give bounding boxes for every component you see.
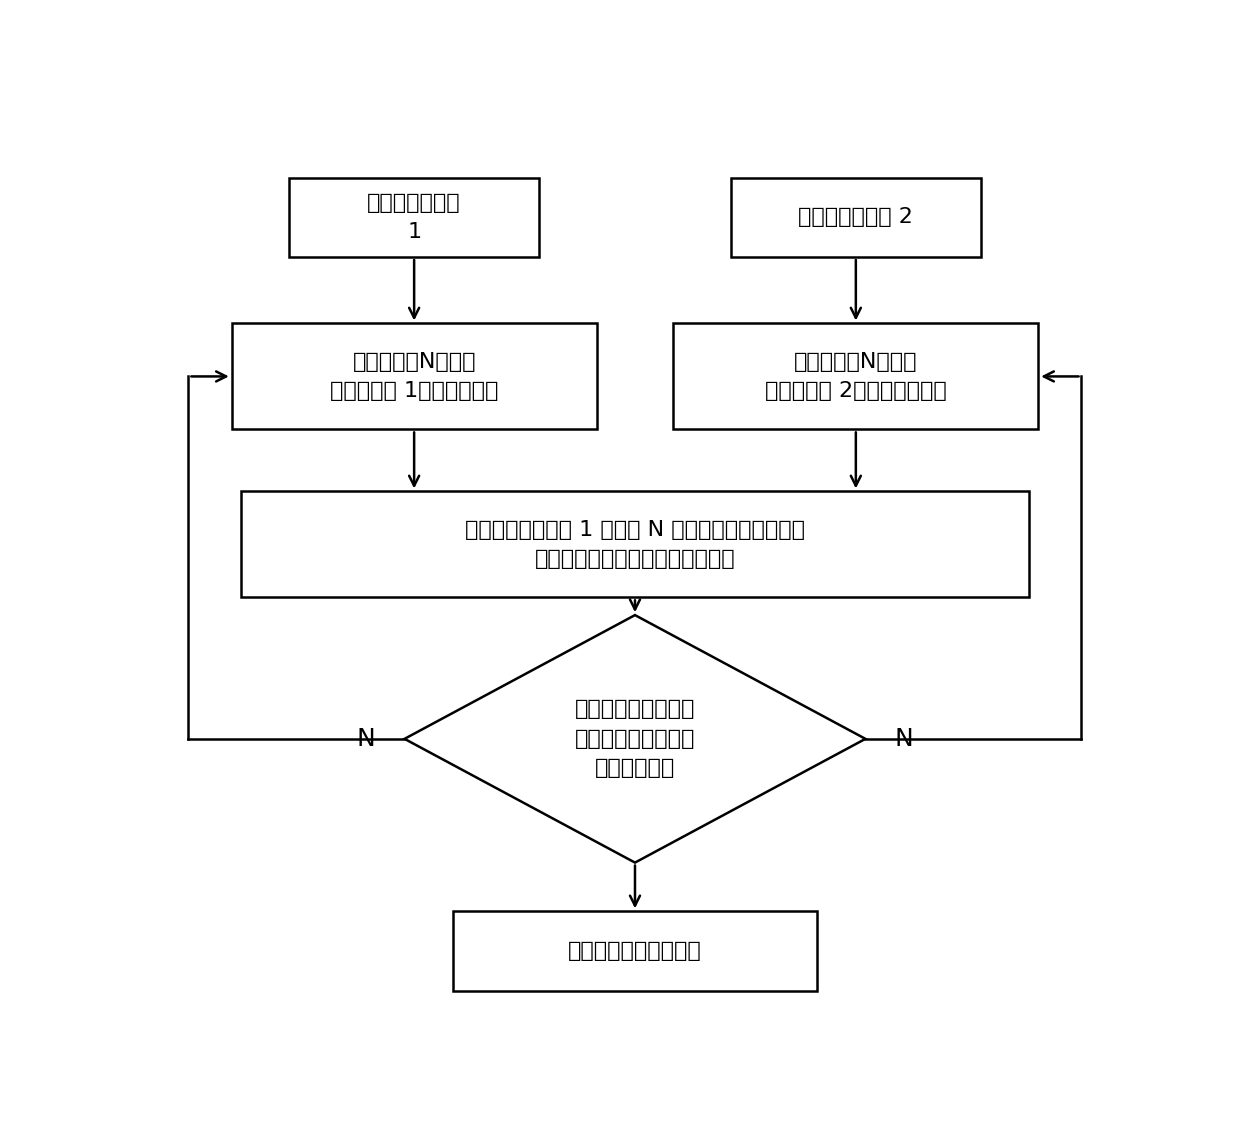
FancyBboxPatch shape — [232, 324, 597, 429]
Text: 判断相似程度是否在
可接受范围且能反映
实际测量结果: 判断相似程度是否在 可接受范围且能反映 实际测量结果 — [575, 699, 695, 778]
FancyBboxPatch shape — [242, 491, 1028, 597]
Text: 小波分解（N层），
软阈值处理 2，逐层小波重构: 小波分解（N层）， 软阈值处理 2，逐层小波重构 — [764, 351, 947, 402]
Text: 含噪加速度信号 2: 含噪加速度信号 2 — [798, 208, 913, 227]
Text: 利用互相关法从第 1 层到第 N 层逐层比较两路小波重
构信号，验证二者之间的相似程度: 利用互相关法从第 1 层到第 N 层逐层比较两路小波重 构信号，验证二者之间的相… — [465, 520, 805, 569]
FancyBboxPatch shape — [674, 324, 1038, 429]
Text: 含噪加速度信号
1: 含噪加速度信号 1 — [367, 193, 461, 242]
FancyBboxPatch shape — [731, 178, 981, 257]
Text: N: N — [357, 727, 375, 751]
FancyBboxPatch shape — [452, 912, 818, 991]
Text: 小波分解（N层），
软阈值处理 1，逐层小波重: 小波分解（N层）， 软阈值处理 1，逐层小波重 — [330, 351, 498, 402]
Polygon shape — [404, 615, 866, 862]
Text: N: N — [895, 727, 913, 751]
Text: 已有效提取加速度信号: 已有效提取加速度信号 — [569, 941, 701, 961]
FancyBboxPatch shape — [290, 178, 539, 257]
